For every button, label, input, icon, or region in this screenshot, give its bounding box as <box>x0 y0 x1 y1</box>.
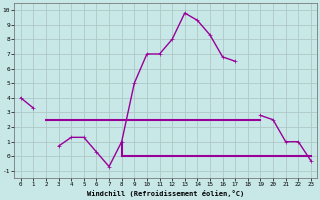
X-axis label: Windchill (Refroidissement éolien,°C): Windchill (Refroidissement éolien,°C) <box>87 190 244 197</box>
